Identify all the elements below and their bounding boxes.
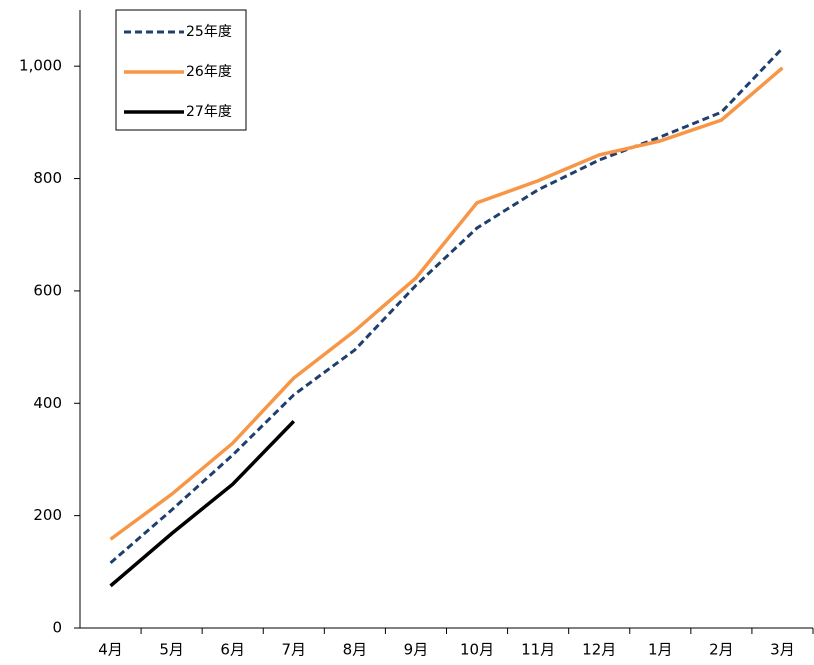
x-tick-label: 1月 [648,641,673,659]
x-tick-label: 6月 [220,641,245,659]
x-tick-label: 10月 [460,641,494,659]
x-tick-label: 11月 [521,641,555,659]
y-tick-label: 600 [33,281,62,299]
x-tick-label: 8月 [343,641,368,659]
x-tick-label: 12月 [582,641,616,659]
x-tick-label: 3月 [770,641,795,659]
legend-box [115,9,247,131]
x-tick-label: 2月 [709,641,734,659]
y-tick-label: 0 [52,619,62,637]
legend-label: 25年度 [186,24,232,40]
y-tick-label: 800 [33,169,62,187]
series-line [109,47,784,564]
y-tick-label: 200 [33,506,62,524]
x-tick-label: 7月 [282,641,307,659]
series-line [109,420,296,588]
legend-label: 27年度 [186,104,232,120]
y-tick-label: 1,000 [19,57,62,75]
x-tick-label: 4月 [98,641,123,659]
x-tick-label: 5月 [159,641,184,659]
x-tick-label: 9月 [404,641,429,659]
y-tick-label: 400 [33,394,62,412]
series-line [109,66,784,541]
legend-label: 26年度 [186,64,232,80]
